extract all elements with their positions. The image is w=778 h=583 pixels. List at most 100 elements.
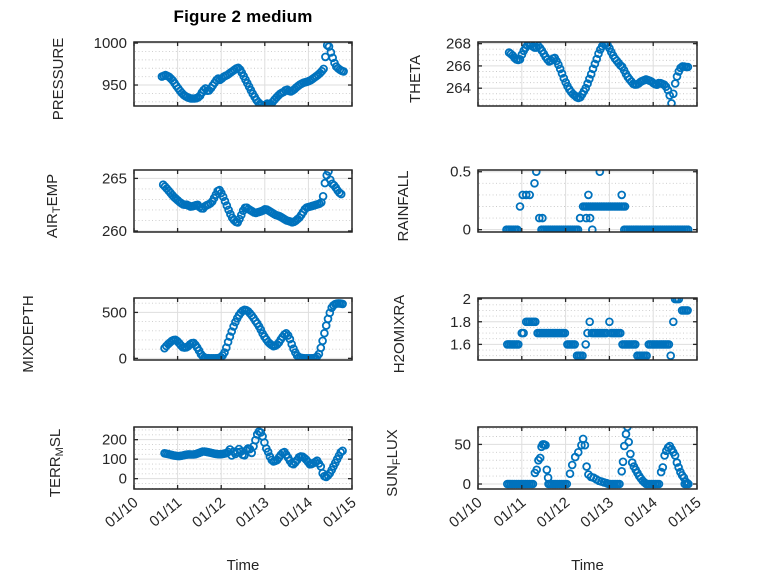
major-gridlines [479, 298, 696, 359]
marker [594, 49, 603, 58]
marker [590, 59, 600, 69]
marker [559, 73, 569, 83]
y-tick-label: 200 [102, 432, 127, 449]
y-axis-label: MIXDEPTH [20, 295, 37, 373]
marker [667, 99, 676, 106]
marker [674, 298, 684, 304]
marker [525, 190, 534, 200]
x-tick-label: 01/13 [233, 494, 273, 531]
y-tick-labels: 950 1000 [94, 35, 127, 94]
y-tick-labels: 00.5 [450, 164, 471, 239]
y-tick-label: 1000 [94, 35, 127, 52]
figure-title: Figure 2 medium [173, 7, 313, 26]
y-tick-labels: 0 100 200 [102, 432, 127, 488]
marker [615, 328, 625, 338]
y-tick-labels: 1.6 1.8 2 [450, 291, 471, 353]
x-tick-label: 01/14 [276, 494, 316, 531]
marker [534, 213, 544, 223]
marker [585, 74, 594, 84]
axes-box [477, 426, 698, 490]
marker [666, 351, 675, 360]
marker [588, 225, 597, 232]
y-tick-labels: 260 265 [102, 170, 127, 240]
y-tick-label: 2 [463, 291, 471, 308]
data-points [160, 427, 347, 482]
y-tick-label: 100 [102, 451, 127, 468]
subplot-mixdepth: 0 500 MIXDEPTH [20, 295, 353, 373]
marker [585, 317, 594, 327]
marker [642, 351, 651, 360]
marker [220, 348, 229, 357]
marker [668, 89, 678, 99]
x-axis-label: Time [571, 557, 604, 574]
subplot-sun-flux: 0 50 SUNFLUX 01/10 01/11 01/12 01/13 01/14 01/15… [384, 426, 705, 574]
marker [658, 463, 668, 472]
y-tick-label: 266 [446, 58, 471, 75]
y-tick-label: 1.6 [450, 336, 471, 353]
marker [267, 455, 277, 465]
axes-box [133, 297, 353, 361]
y-tick-label: 500 [102, 304, 127, 321]
marker [338, 299, 347, 309]
marker [605, 317, 614, 327]
x-tick-label: 01/11 [491, 494, 530, 530]
marker [263, 99, 272, 106]
marker [578, 351, 587, 360]
marker [554, 60, 563, 69]
axes-box [133, 426, 353, 490]
marker [578, 202, 588, 211]
marker [318, 192, 328, 201]
x-tick-label: 01/10 [102, 494, 142, 531]
y-tick-label: 0 [119, 350, 127, 367]
marker [530, 179, 539, 188]
marker [328, 53, 338, 63]
marker [513, 225, 522, 232]
marker [638, 476, 647, 486]
y-axis-label: PRESSURE [50, 38, 67, 121]
data-points [502, 427, 693, 489]
marker [668, 317, 678, 327]
subplot-pressure: 950 1000 PRESSURE [50, 35, 353, 121]
marker [538, 213, 547, 223]
subplot-h2omixra: 1.6 1.8 2 H2OMIXRA [391, 291, 698, 373]
marker [672, 458, 682, 467]
marker [581, 213, 591, 223]
marker [530, 317, 540, 327]
marker [617, 466, 626, 476]
marker [532, 465, 541, 475]
marker [555, 64, 565, 74]
marker [225, 332, 235, 341]
marker [515, 54, 525, 64]
marker [683, 62, 693, 72]
x-tick-label: 01/13 [577, 494, 617, 531]
marker [557, 69, 567, 78]
marker [565, 469, 575, 479]
marker [336, 189, 346, 199]
marker [281, 328, 291, 338]
data-points [157, 42, 348, 106]
marker [541, 440, 550, 450]
y-tick-label: 260 [102, 223, 127, 240]
x-tick-label: 01/15 [665, 494, 705, 531]
x-axis-label: Time [227, 557, 260, 574]
axes-box [477, 41, 698, 107]
marker [319, 64, 328, 74]
marker [562, 479, 572, 489]
marker [582, 462, 591, 471]
marker [602, 478, 612, 488]
marker [240, 450, 249, 460]
minor-gridlines [479, 182, 696, 219]
x-tick-label: 01/15 [320, 494, 360, 531]
marker [519, 328, 528, 338]
subplot-theta: 264 266 268 THETA [407, 36, 698, 107]
marker [339, 67, 348, 76]
marker [583, 79, 592, 88]
x-tick-label: 01/11 [146, 494, 185, 530]
marker [237, 210, 246, 220]
y-axis-label: SUNFLUX [384, 429, 403, 497]
x-tick-label: 01/10 [446, 494, 486, 531]
marker [199, 85, 209, 95]
